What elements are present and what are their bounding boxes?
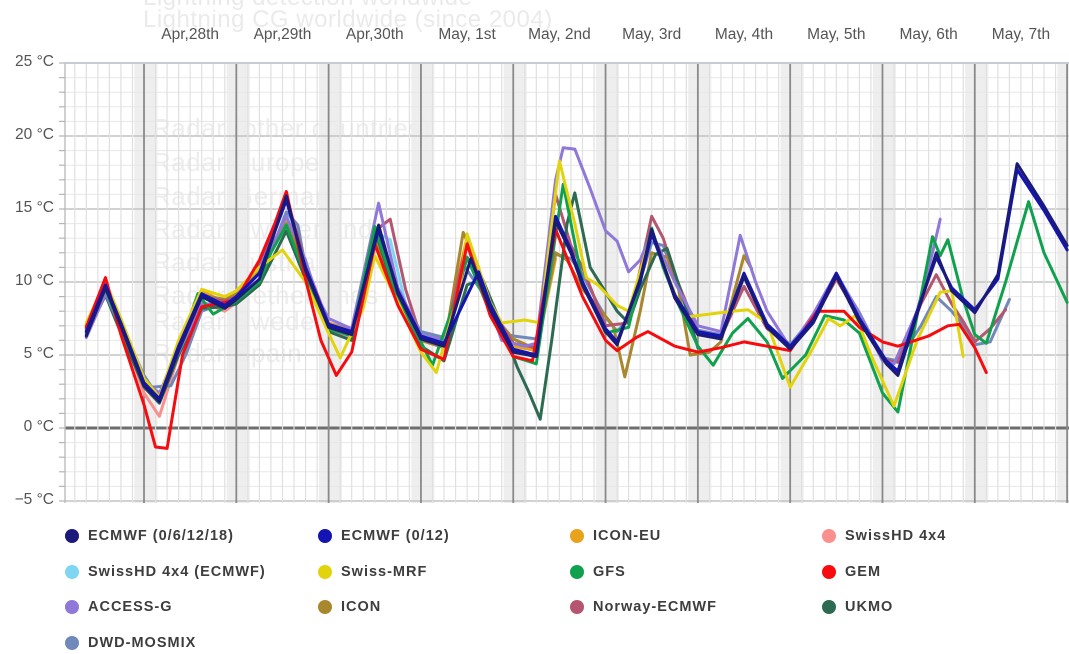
- date-label: May, 5th: [807, 26, 866, 43]
- legend-item-access-g[interactable]: ACCESS-G: [65, 599, 173, 615]
- legend-item-swiss-mrf[interactable]: Swiss-MRF: [318, 564, 427, 580]
- legend-color-dot: [822, 600, 836, 614]
- legend-label: ECMWF (0/6/12/18): [88, 528, 234, 544]
- night-band: [965, 63, 989, 503]
- legend-item-ecmwf-0-12[interactable]: ECMWF (0/12): [318, 528, 450, 544]
- night-band: [226, 63, 250, 503]
- y-axis-label: 25 °C: [15, 53, 54, 70]
- y-axis-label: 0 °C: [23, 418, 54, 435]
- legend-label: SwissHD 4x4 (ECMWF): [88, 564, 266, 580]
- legend-color-dot: [318, 529, 332, 543]
- date-label: Apr,28th: [161, 26, 220, 43]
- y-axis-label: 15 °C: [15, 199, 54, 216]
- legend-color-dot: [318, 565, 332, 579]
- date-label: May, 6th: [899, 26, 958, 43]
- y-axis-label: 5 °C: [23, 345, 54, 362]
- legend-item-ukmo[interactable]: UKMO: [822, 599, 893, 615]
- date-label: May, 3rd: [622, 26, 682, 43]
- date-label: Apr,30th: [345, 26, 404, 43]
- series-line-gfs: [84, 182, 1069, 414]
- night-band: [872, 63, 896, 503]
- date-label: May, 4th: [714, 26, 774, 43]
- legend-item-gfs[interactable]: GFS: [570, 564, 626, 580]
- legend-item-gem[interactable]: GEM: [822, 564, 881, 580]
- date-label: May, 7th: [991, 26, 1051, 43]
- legend-label: ACCESS-G: [88, 599, 173, 615]
- legend-color-dot: [822, 565, 836, 579]
- legend-label: ICON-EU: [593, 528, 662, 544]
- series-line-ecmwf-0-6-12-18: [84, 162, 1069, 404]
- date-label: May, 2nd: [528, 26, 591, 43]
- legend-label: UKMO: [845, 599, 894, 615]
- legend-color-dot: [822, 529, 836, 543]
- legend-color-dot: [570, 529, 584, 543]
- date-label: Apr,29th: [253, 26, 312, 43]
- legend-label: Norway-ECMWF: [593, 599, 717, 615]
- legend-label: ECMWF (0/12): [341, 528, 450, 544]
- y-axis-label: 10 °C: [15, 272, 54, 289]
- legend-label: DWD-MOSMIX: [88, 635, 197, 651]
- legend-color-dot: [570, 600, 584, 614]
- date-label: May, 1st: [438, 26, 496, 43]
- y-axis-label: −5 °C: [14, 491, 54, 508]
- night-band: [1057, 63, 1069, 503]
- legend-item-norway-ecmwf[interactable]: Norway-ECMWF: [570, 599, 717, 615]
- night-band: [780, 63, 804, 503]
- legend-item-swisshd-4x4[interactable]: SwissHD 4x4: [822, 528, 946, 544]
- night-band: [595, 63, 620, 503]
- legend-color-dot: [65, 600, 79, 614]
- night-band: [503, 63, 527, 503]
- legend-label: ICON: [341, 599, 382, 615]
- forecast-chart: [59, 62, 1069, 503]
- legend-color-dot: [570, 565, 584, 579]
- night-band: [319, 63, 343, 503]
- y-axis-label: 20 °C: [15, 126, 54, 143]
- legend-color-dot: [65, 636, 79, 650]
- legend-color-dot: [318, 600, 332, 614]
- legend-item-ecmwf-0-6-12-18[interactable]: ECMWF (0/6/12/18): [65, 528, 234, 544]
- legend-item-dwd-mosmix[interactable]: DWD-MOSMIX: [65, 635, 196, 651]
- legend-color-dot: [65, 565, 79, 579]
- legend-label: SwissHD 4x4: [845, 528, 947, 544]
- legend-label: GEM: [845, 564, 882, 580]
- night-band: [688, 63, 712, 503]
- legend-item-icon-eu[interactable]: ICON-EU: [570, 528, 661, 544]
- legend-item-swisshd-4x4-ecmwf[interactable]: SwissHD 4x4 (ECMWF): [65, 564, 266, 580]
- legend-label: GFS: [593, 564, 626, 580]
- chart-legend: ECMWF (0/6/12/18) ECMWF (0/12) ICON-EU Swis…: [0, 519, 1069, 654]
- night-band: [411, 63, 435, 503]
- legend-label: Swiss-MRF: [341, 564, 428, 580]
- legend-item-icon[interactable]: ICON: [318, 599, 381, 615]
- legend-color-dot: [65, 529, 79, 543]
